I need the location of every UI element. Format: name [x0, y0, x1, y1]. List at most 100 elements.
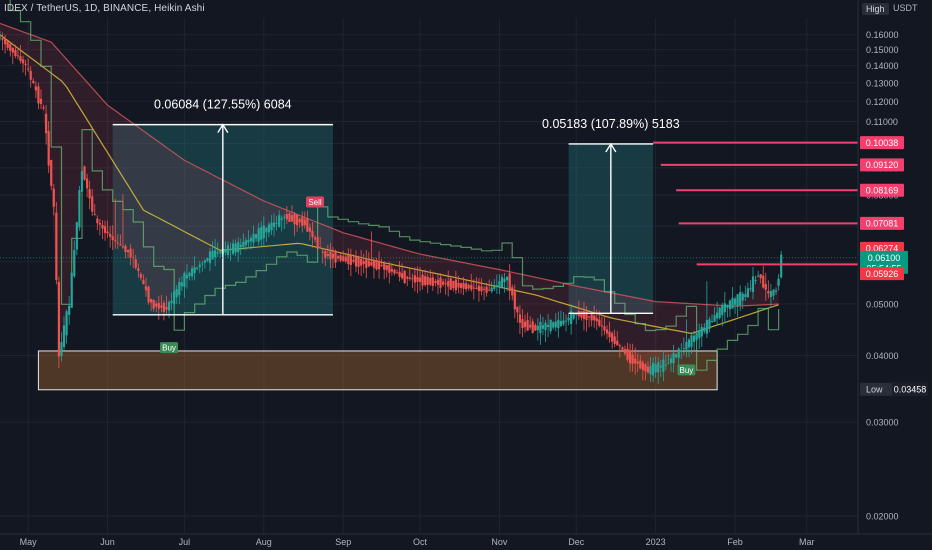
symbol-title: IDEX / TetherUS, 1D, BINANCE, Heikin Ash…: [4, 3, 205, 14]
candle-body: [334, 250, 337, 263]
candle-body: [659, 365, 662, 368]
candle-body: [595, 318, 598, 322]
candle-body: [444, 283, 447, 285]
candle-body: [582, 311, 586, 319]
candle-body: [749, 288, 752, 290]
candle-body: [357, 257, 360, 267]
candle-body: [201, 263, 204, 265]
candle-body: [780, 254, 783, 278]
candle-body: [600, 325, 603, 327]
candle-body: [695, 333, 698, 340]
candle-body: [290, 215, 294, 222]
candle-body: [395, 272, 399, 274]
candle-body: [265, 227, 268, 233]
candle-body: [124, 245, 127, 253]
candle-body: [508, 273, 511, 292]
candle-body: [155, 303, 158, 307]
candle-body: [308, 227, 312, 232]
candle-body: [249, 237, 253, 242]
candle-body: [698, 330, 701, 339]
candle-body: [723, 303, 726, 313]
x-tick-label: 2023: [646, 537, 666, 547]
candle-body: [452, 280, 455, 289]
candles-layer: [0, 31, 783, 384]
candle-body: [570, 310, 573, 325]
candle-body: [685, 342, 688, 350]
candle-body: [75, 222, 78, 250]
candle-body: [24, 63, 27, 65]
candle-body: [421, 274, 424, 286]
candle-body: [539, 321, 542, 334]
candle-body: [101, 224, 104, 229]
price-marker-label: 0.05926: [866, 269, 899, 279]
candle-body: [498, 281, 501, 287]
candle-body: [536, 325, 539, 331]
candle-body: [34, 86, 37, 91]
candle-body: [465, 283, 468, 290]
candle-body: [126, 249, 130, 253]
candle-body: [16, 55, 20, 57]
candle-body: [278, 215, 281, 227]
target-price-badge: [860, 183, 904, 197]
candle-body: [242, 241, 245, 247]
candle-body: [529, 324, 532, 328]
y-tick-label: 0.05000: [866, 299, 899, 309]
candle-body: [142, 280, 145, 285]
candle-body: [477, 285, 481, 292]
candle-body: [429, 277, 432, 285]
x-tick-label: Jun: [100, 537, 115, 547]
candle-body: [267, 224, 271, 233]
candle-body: [447, 280, 450, 287]
candle-body: [757, 275, 760, 277]
candle-body: [488, 289, 491, 291]
candle-body: [639, 360, 642, 369]
candle-body: [331, 253, 335, 259]
low-marker-value-bg: [892, 382, 928, 396]
candle-body: [552, 322, 555, 328]
candle-body: [103, 226, 107, 233]
candle-body: [690, 335, 693, 347]
candle-body: [482, 288, 486, 290]
candle-body: [705, 320, 708, 334]
candle-body: [490, 287, 493, 292]
candle-body: [185, 274, 189, 279]
candle-body: [68, 305, 71, 315]
candle-body: [669, 358, 673, 363]
candle-body: [393, 269, 396, 274]
candle-body: [728, 300, 732, 310]
last-price-label: 0.06100: [868, 253, 901, 263]
candle-body: [65, 311, 68, 336]
price-range-label: 0.06084 (127.55%) 6084: [154, 98, 292, 112]
candle-body: [295, 214, 299, 226]
candle-body: [178, 282, 181, 296]
candle-body: [27, 68, 30, 70]
candle-body: [506, 276, 509, 281]
candle-body: [216, 252, 219, 254]
candle-body: [244, 240, 247, 246]
buy-signal: [160, 342, 179, 354]
candle-body: [413, 275, 417, 283]
candle-body: [372, 260, 376, 268]
candle-body: [313, 237, 317, 240]
candle-body: [572, 313, 575, 319]
candle-body: [459, 283, 463, 288]
candle-body: [211, 251, 214, 260]
trailing-stop-line: [9, 0, 780, 371]
candle-body: [416, 276, 419, 282]
high-toggle-button[interactable]: High: [862, 3, 889, 15]
time-axis[interactable]: May Jun Jul Aug Sep Oct Nov Dec 2023 Feb Mar: [20, 537, 815, 547]
candle-body: [398, 271, 401, 277]
candle-body: [675, 354, 678, 358]
candle-body: [196, 267, 199, 269]
candle-body: [703, 327, 706, 332]
candle-body: [262, 225, 265, 239]
candle-body: [257, 228, 260, 242]
candle-body: [700, 327, 703, 337]
candle-body: [754, 279, 757, 281]
candle-body: [646, 366, 650, 373]
candle-body: [1, 38, 4, 40]
candle-body: [470, 284, 473, 290]
candle-body: [682, 347, 685, 349]
target-price-label: 0.09120: [866, 160, 899, 170]
